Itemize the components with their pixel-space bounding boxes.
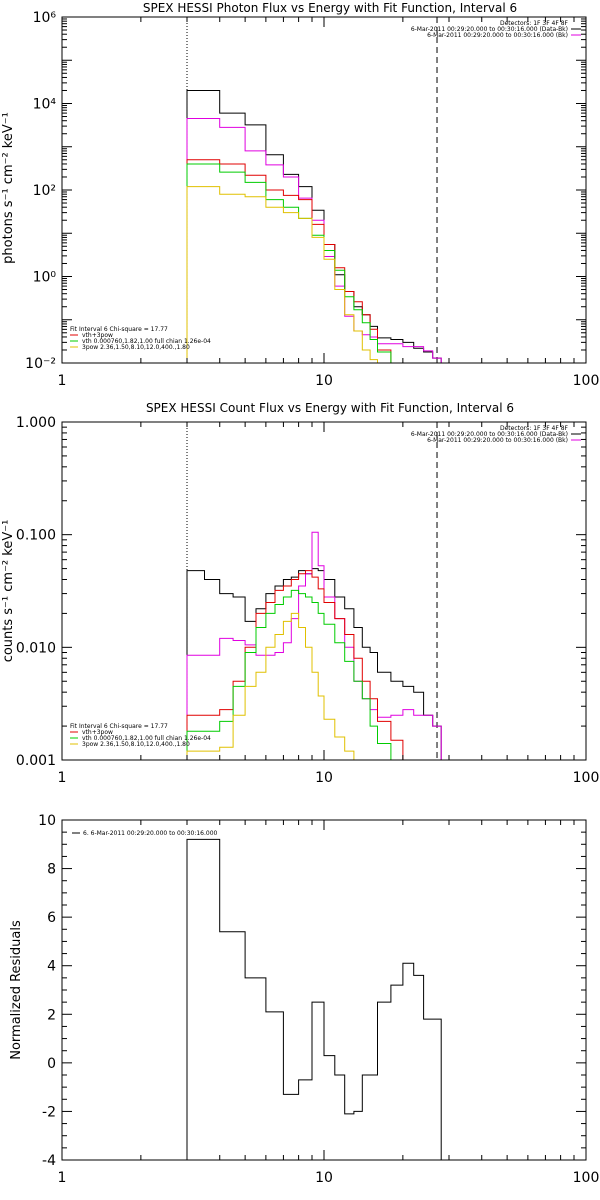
count-plot-frame (61, 421, 587, 761)
residual-ytick-label: -4 (42, 1153, 56, 1169)
count-fit-legend-line: vth+3pow (82, 729, 113, 736)
count-xtick-label: 100 (573, 770, 600, 786)
residual-ytick-label: 8 (47, 862, 56, 878)
photon-series-0 (186, 90, 442, 363)
count-header-line: 6-Mar-2011 00:29:20.000 to 00:30:16.000 … (411, 431, 568, 438)
photon-plot-frame (61, 16, 587, 364)
residual-xtick-label: 10 (315, 1170, 333, 1186)
count-header-legend: Detectors: 1F 3F 4F 8F6-Mar-2011 00:29:2… (411, 425, 581, 444)
count-xtick-label: 10 (315, 770, 333, 786)
photon-ytick-label: 10⁰ (33, 270, 57, 286)
count-fit-legend-line: 3pow 2.36,1.50,8.10,12.0,400.,1.80 (82, 741, 190, 748)
residuals-ylabel: Normalized Residuals (9, 920, 24, 1060)
residual-ytick-label: 0 (47, 1056, 56, 1072)
photon-fit-legend-line: 3pow 2.36,1.50,8.10,12.0,400.,1.80 (82, 344, 190, 351)
count-xtick-label: 1 (58, 770, 67, 786)
count-panel-title: SPEX HESSI Count Flux vs Energy with Fit… (146, 401, 514, 415)
photon-series-group (186, 17, 442, 364)
count-series-2 (186, 570, 442, 761)
photon-ytick-label: 10⁻² (25, 356, 56, 372)
photon-header-legend: Detectors: 1F 3F 4F 8F6-Mar-2011 00:29:2… (411, 20, 581, 39)
photon-xtick-label: 100 (573, 373, 600, 389)
residual-series-0 (186, 838, 442, 1160)
count-panel-ylabel: counts s⁻¹ cm⁻² keV⁻¹ (1, 520, 16, 663)
count-flux-panel: SPEX HESSI Count Flux vs Energy with Fit… (1, 401, 599, 786)
count-series-0 (186, 568, 442, 760)
residual-xtick-label: 100 (573, 1170, 600, 1186)
residual-legend-line: 6. 6-Mar-2011 00:29:20.000 to 00:30:16.0… (83, 830, 218, 837)
residual-legend: 6. 6-Mar-2011 00:29:20.000 to 00:30:16.0… (72, 830, 218, 837)
photon-ytick-label: 10² (33, 183, 56, 199)
residuals-plot-frame (61, 819, 587, 1161)
residuals-panel: Normalized Residuals 1 10 100 -4 -2 0 2 4 6 8 10 6… (9, 813, 599, 1186)
photon-panel-ylabel: photons s⁻¹ cm⁻² keV⁻¹ (1, 112, 16, 264)
photon-xtick-label: 10 (315, 373, 333, 389)
photon-header-line: 6-Mar-2011 00:29:20.000 to 00:30:16.000 … (411, 26, 568, 33)
count-fit-legend-line: Fit Interval 6 Chi-square = 17.77 (70, 723, 168, 730)
photon-flux-panel: SPEX HESSI Photon Flux vs Energy with Fi… (1, 1, 599, 389)
count-fit-legend-line: vth 0.000760,1.82,1.00 full chian 1.26e-… (82, 735, 211, 742)
photon-header-line: Detectors: 1F 3F 4F 8F (500, 20, 569, 27)
count-ytick-label: 1.000 (16, 415, 56, 431)
residual-xtick-label: 1 (58, 1170, 67, 1186)
residual-tick-group: 1 10 100 -4 -2 0 2 4 6 8 10 (38, 813, 599, 1186)
photon-series-1 (186, 118, 442, 363)
photon-xtick-label: 1 (58, 373, 67, 389)
count-ytick-label: 0.010 (16, 640, 56, 656)
residual-ytick-label: 10 (38, 813, 56, 829)
photon-series-3 (186, 163, 442, 364)
photon-fit-legend-line: Fit Interval 6 Chi-square = 17.77 (70, 326, 168, 333)
count-series-3 (186, 589, 442, 761)
photon-fit-legend-line: vth 0.000760,1.82,1.00 full chian 1.26e-… (82, 338, 211, 345)
photon-fit-legend: Fit Interval 6 Chi-square = 17.77vth+3po… (70, 326, 211, 351)
count-header-line: Detectors: 1F 3F 4F 8F (500, 425, 569, 432)
residual-ytick-label: 2 (47, 1007, 56, 1023)
count-series-1 (186, 531, 442, 760)
photon-header-line: 6-Mar-2011 00:29:20.000 to 00:30:16.000 … (427, 32, 568, 39)
photon-series-4 (186, 186, 442, 364)
residual-ytick-label: 6 (47, 910, 56, 926)
count-header-line: 6-Mar-2011 00:29:20.000 to 00:30:16.000 … (427, 437, 568, 444)
residual-ytick-label: -2 (42, 1104, 56, 1120)
count-series-group (186, 422, 442, 761)
count-tick-group: 1 10 100 0.001 0.010 0.100 1.000 (16, 415, 599, 786)
photon-ytick-label: 10⁴ (33, 97, 57, 113)
residual-series-group (186, 838, 442, 1160)
photon-series-2 (186, 159, 442, 364)
photon-tick-group: 1 10 100 10⁻² 10⁰ 10² 10⁴ 10⁶ (25, 10, 599, 389)
residual-ytick-label: 4 (47, 959, 56, 975)
count-ytick-label: 0.001 (16, 753, 56, 769)
photon-fit-legend-line: vth+3pow (82, 332, 113, 339)
photon-panel-title: SPEX HESSI Photon Flux vs Energy with Fi… (143, 1, 517, 15)
photon-ytick-label: 10⁶ (33, 10, 57, 26)
count-ytick-label: 0.100 (16, 528, 56, 544)
count-fit-legend: Fit Interval 6 Chi-square = 17.77vth+3po… (70, 723, 211, 748)
